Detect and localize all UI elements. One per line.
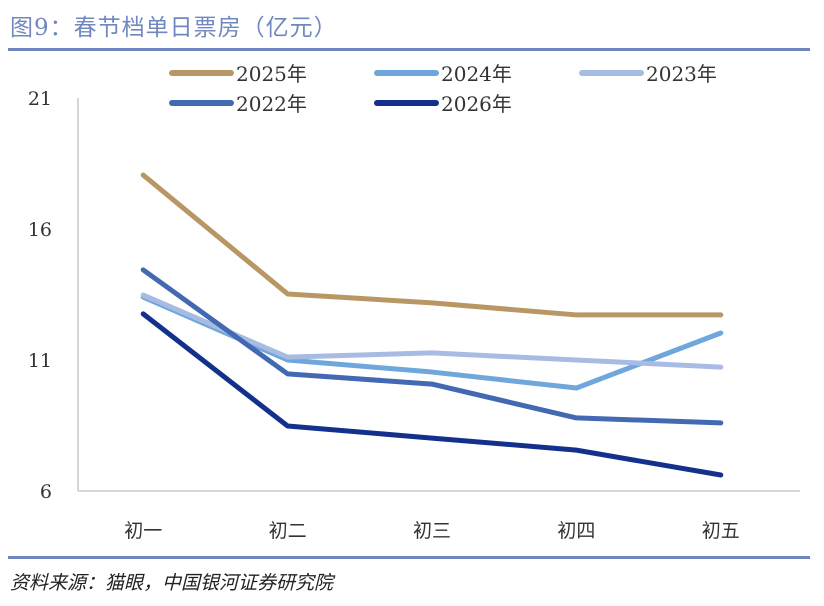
x-tick-label: 初三: [413, 520, 451, 542]
y-tick-label: 6: [40, 481, 52, 503]
axes: 6 11 16 21 初一 初二 初三 初四 初五: [28, 88, 800, 542]
footer-rule: [8, 556, 810, 559]
legend-item: 2026年: [374, 92, 512, 116]
legend: 2025年 2024年 2023年 2022年 2026年: [169, 62, 717, 116]
x-tick-label: 初五: [702, 520, 740, 542]
y-tick-label: 16: [28, 219, 52, 241]
y-tick-label: 21: [28, 88, 52, 110]
series-line-2026年: [140, 311, 724, 478]
legend-label: 2024年: [441, 62, 512, 86]
legend-label: 2026年: [441, 92, 512, 116]
x-tick-label: 初一: [124, 520, 162, 542]
chart-title: 图9：春节档单日票房（亿元）: [10, 15, 338, 41]
y-tick-label: 11: [28, 350, 52, 372]
legend-item: 2023年: [579, 62, 717, 86]
legend-label: 2023年: [646, 62, 717, 86]
source-note: 资料来源：猫眼，中国银河证券研究院: [10, 572, 334, 594]
series-line-2022年: [140, 267, 724, 426]
series-line-2024年: [140, 294, 724, 391]
series-lines: [140, 172, 724, 478]
series-line-2025年: [140, 172, 724, 318]
legend-item: 2025年: [169, 62, 307, 86]
legend-item: 2022年: [169, 92, 307, 116]
legend-label: 2025年: [236, 62, 307, 86]
legend-item: 2024年: [374, 62, 512, 86]
title-rule: [8, 48, 810, 51]
x-tick-label: 初四: [557, 520, 595, 542]
x-tick-label: 初二: [269, 520, 307, 542]
legend-label: 2022年: [236, 92, 307, 116]
